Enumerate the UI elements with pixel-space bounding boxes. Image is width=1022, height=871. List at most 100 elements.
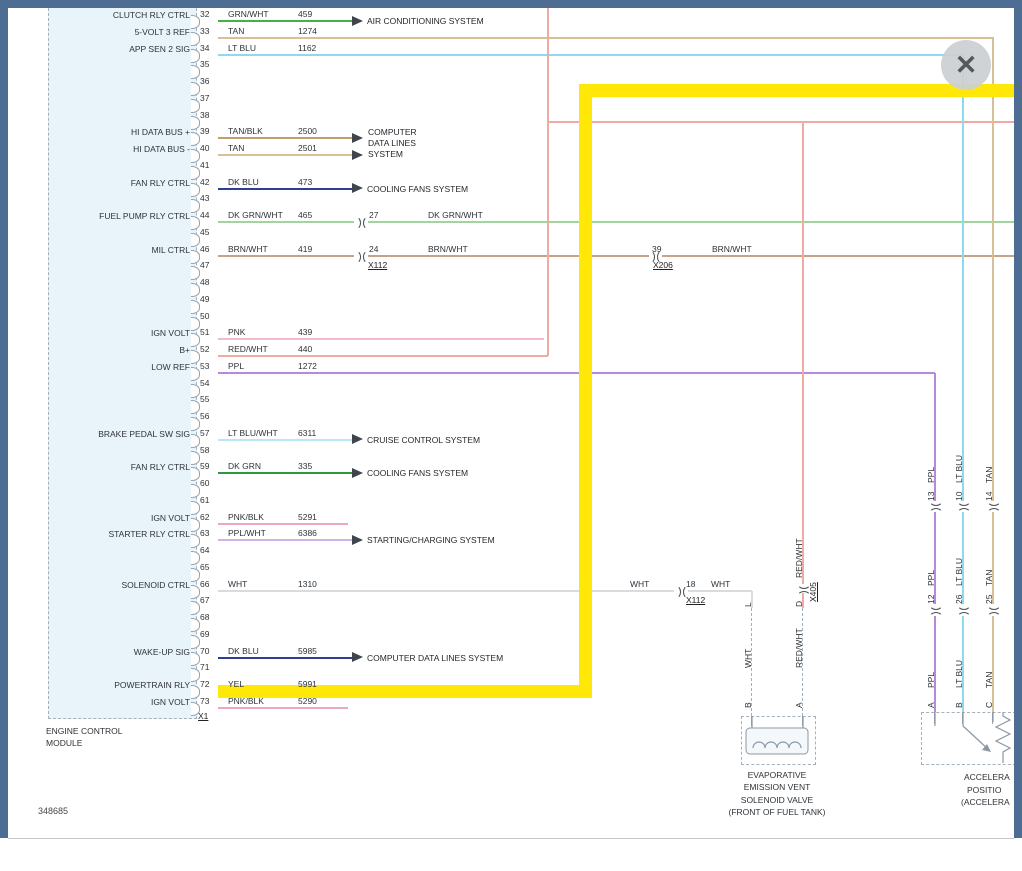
wire-segment bbox=[992, 616, 994, 712]
pin-connector-arc bbox=[191, 182, 200, 197]
wire-color-label: LT BLU/WHT bbox=[228, 427, 278, 438]
connector-id-link[interactable]: X112 bbox=[686, 595, 706, 605]
pin-connector-arc bbox=[191, 299, 200, 314]
wire-annotation: WHT bbox=[743, 648, 753, 668]
connector-break-icon bbox=[669, 584, 681, 599]
ecm-module-outline bbox=[48, 8, 197, 719]
wire-color-label: TAN bbox=[228, 25, 245, 36]
pin-connector-arc bbox=[191, 701, 200, 716]
wire-color-label: TAN/BLK bbox=[228, 126, 263, 137]
wire-annotation: PPL bbox=[926, 671, 936, 688]
wire-annotation: BRN/WHT bbox=[428, 243, 468, 254]
pin-number: 69 bbox=[200, 628, 210, 639]
connector-id-link[interactable]: X112 bbox=[368, 259, 388, 270]
connector-break-icon bbox=[349, 216, 361, 230]
pin-number: 41 bbox=[200, 159, 210, 170]
circuit-number: 5991 bbox=[298, 679, 317, 689]
circuit-number: 6386 bbox=[298, 528, 317, 539]
wire-annotation: 25 bbox=[984, 594, 994, 604]
wire-annotation: WHT bbox=[630, 578, 650, 589]
component-label: SOLENOID VALVE bbox=[740, 794, 814, 805]
wire-segment bbox=[218, 706, 348, 709]
pin-function-label: IGN VOLT bbox=[150, 328, 190, 339]
wire-segment bbox=[218, 589, 674, 592]
wire-segment bbox=[548, 121, 1014, 123]
wire-segment bbox=[992, 37, 994, 501]
wire-segment bbox=[218, 187, 352, 190]
pin-connector-arc bbox=[191, 82, 200, 96]
pin-number: 68 bbox=[200, 612, 210, 622]
pin-function-label: CLUTCH RLY CTRL bbox=[112, 10, 190, 20]
diagram-canvas: 32 CLUTCH RLY CTRL GRN/WHT 459 33 5-VOLT 3 RE… bbox=[46, 8, 1016, 817]
pin-number: 34 bbox=[200, 42, 210, 53]
pin-number: 56 bbox=[200, 411, 210, 421]
circuit-number: 465 bbox=[298, 210, 313, 220]
pin-number: 60 bbox=[200, 478, 210, 488]
wire-color-label: TAN bbox=[228, 143, 245, 153]
wire-segment bbox=[751, 590, 753, 608]
wire-annotation: WHT bbox=[711, 578, 731, 589]
wire-segment bbox=[662, 254, 1014, 257]
ecm-module-name: MODULE bbox=[46, 737, 83, 748]
pin-function-label: APP SEN 2 SIG bbox=[129, 43, 190, 54]
wire-segment bbox=[934, 512, 936, 604]
pin-connector-arc bbox=[191, 668, 200, 683]
circuit-number: 2500 bbox=[298, 126, 317, 137]
wire-annotation: B bbox=[954, 702, 964, 708]
wire-segment bbox=[934, 372, 936, 501]
connector-id-link[interactable]: X405 bbox=[808, 582, 818, 602]
highlighted-wire bbox=[579, 84, 592, 698]
pin-function-label: 5-VOLT 3 REF bbox=[134, 26, 190, 37]
page-background bbox=[0, 839, 1022, 871]
connector-break-icon bbox=[363, 249, 375, 264]
wire-segment bbox=[218, 221, 354, 223]
close-button[interactable]: ✕ bbox=[941, 40, 991, 90]
pin-connector-arc bbox=[191, 350, 200, 364]
connector-id-link[interactable]: X206 bbox=[653, 259, 673, 270]
pin-function-label: POWERTRAIN RLY bbox=[114, 680, 190, 690]
viewer-frame-left bbox=[0, 0, 8, 838]
pin-number: 46 bbox=[200, 243, 210, 254]
wire-annotation: D bbox=[794, 600, 804, 607]
pin-connector-arc bbox=[191, 584, 200, 599]
circuit-number: 419 bbox=[298, 243, 313, 254]
pin-connector-arc bbox=[191, 634, 200, 649]
pin-connector-arc bbox=[191, 232, 200, 247]
pin-number: 45 bbox=[200, 226, 210, 237]
wire-segment bbox=[218, 53, 964, 56]
circuit-number: 5985 bbox=[298, 645, 317, 656]
connector-break-icon bbox=[657, 249, 669, 264]
pin-number: 37 bbox=[200, 92, 210, 103]
pin-connector-arc bbox=[191, 149, 200, 163]
system-arrow-icon bbox=[352, 467, 363, 478]
pin-number: 32 bbox=[200, 9, 210, 19]
pin-number: 33 bbox=[200, 25, 210, 36]
pin-function-label: BRAKE PEDAL SW SIG bbox=[98, 428, 190, 439]
connector-id-link[interactable]: X1 bbox=[198, 711, 209, 721]
connector-break-icon bbox=[349, 249, 361, 264]
pin-number: 62 bbox=[200, 511, 210, 522]
pin-number: 51 bbox=[200, 327, 210, 338]
connector-break-icon bbox=[957, 612, 971, 624]
wire-annotation: 26 bbox=[954, 594, 964, 604]
pin-function-label: FAN RLY CTRL bbox=[130, 177, 190, 188]
pin-number: 70 bbox=[200, 645, 210, 656]
system-label: COOLING FANS SYSTEM bbox=[367, 183, 469, 194]
pin-function-label: MIL CTRL bbox=[151, 244, 190, 255]
connector-break-icon bbox=[987, 508, 1001, 520]
pin-number: 50 bbox=[200, 310, 210, 321]
circuit-number: 5291 bbox=[298, 511, 317, 522]
wire-annotation: A bbox=[926, 702, 936, 708]
pin-function-label: HI DATA BUS - bbox=[133, 144, 190, 154]
connector-break-icon bbox=[797, 590, 811, 603]
pin-connector-arc bbox=[191, 534, 200, 549]
pin-function-label: IGN VOLT bbox=[150, 696, 190, 707]
system-arrow-icon bbox=[352, 434, 363, 445]
pin-connector-arc bbox=[191, 467, 200, 482]
wire-annotation: 18 bbox=[686, 578, 696, 589]
circuit-number: 1274 bbox=[298, 25, 317, 36]
wire-segment bbox=[218, 656, 352, 659]
pin-number: 42 bbox=[200, 176, 210, 187]
evap-solenoid-outline bbox=[741, 716, 816, 765]
wire-annotation: C bbox=[984, 701, 994, 708]
